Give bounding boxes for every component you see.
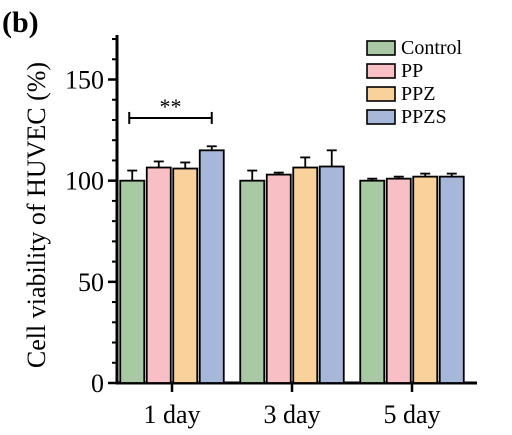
legend-label: Control xyxy=(401,37,463,59)
bar-pp-3-day xyxy=(265,173,292,384)
bar-control-1-day xyxy=(119,179,146,384)
bar-pp-1-day xyxy=(145,166,172,384)
bar-ppz-5-day xyxy=(412,175,439,384)
legend-label: PPZS xyxy=(401,106,447,128)
bar-ppz-3-day xyxy=(292,166,319,384)
significance-label: ** xyxy=(160,94,182,119)
bar-pp-5-day xyxy=(385,177,412,384)
bar-ppz-1-day xyxy=(172,167,199,384)
y-axis-label: Cell viability of HUVEC (%) xyxy=(22,62,51,368)
y-tick-label: 150 xyxy=(65,66,104,95)
bar-control-3-day xyxy=(239,179,266,384)
legend-swatch xyxy=(366,109,396,125)
bar-control-5-day xyxy=(359,179,386,384)
bar-ppzs-1-day xyxy=(198,149,225,384)
y-tick-label: 100 xyxy=(65,167,104,196)
plot-area: 0 50 100 150 1 day 3 day 5 day ** ControlPPPPZPP… xyxy=(65,35,477,429)
bar-ppzs-5-day xyxy=(438,175,465,384)
y-tick-label: 0 xyxy=(91,369,104,398)
legend-label: PP xyxy=(401,60,423,82)
x-tick-label: 3 day xyxy=(263,400,320,429)
legend-label: PPZ xyxy=(401,83,435,105)
x-tick-label: 5 day xyxy=(383,400,440,429)
panel-label: (b) xyxy=(2,6,39,39)
legend-swatch xyxy=(366,86,396,102)
legend-swatch xyxy=(366,63,396,79)
legend-swatch xyxy=(366,40,396,56)
bar-ppzs-3-day xyxy=(318,165,345,384)
y-tick-label: 50 xyxy=(78,268,104,297)
x-tick-label: 1 day xyxy=(143,400,200,429)
